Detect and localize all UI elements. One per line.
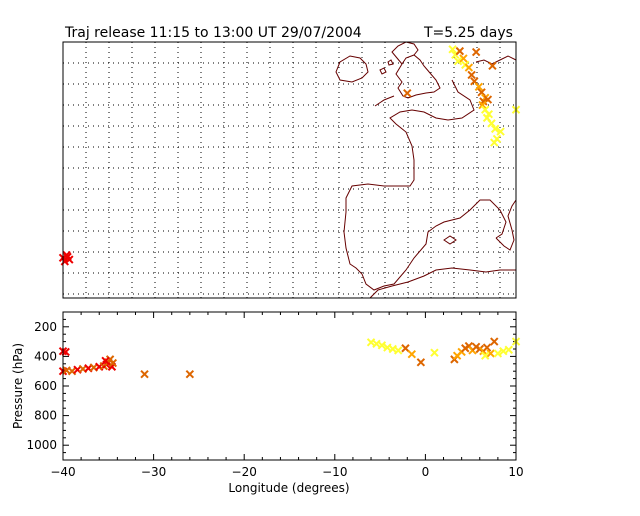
coast-italy <box>495 199 517 251</box>
coast-europe <box>343 79 507 291</box>
map-trajectory-point <box>60 257 70 266</box>
duration-label: T=5.25 days <box>423 25 513 41</box>
map-trajectory-point <box>478 100 487 110</box>
y-tick-label: 200 <box>34 320 57 334</box>
pressure-trajectory-point <box>480 351 490 360</box>
x-tick-label: 10 <box>508 465 523 479</box>
pressure-trajectory-point <box>430 348 439 357</box>
y-tick-label: 1000 <box>26 438 57 452</box>
map-trajectory-point <box>488 61 497 70</box>
pressure-trajectory-point <box>101 356 110 366</box>
coast-island-med <box>443 235 457 245</box>
pressure-trajectory-point <box>493 349 503 358</box>
x-tick-label: −10 <box>322 465 347 479</box>
y-tick-label: 800 <box>34 409 57 423</box>
coast-scandinavia <box>475 55 517 65</box>
map-trajectory-point <box>63 252 72 262</box>
pressure-axes <box>62 311 517 461</box>
y-tick-label: 600 <box>34 379 57 393</box>
coast-scotland <box>391 41 419 65</box>
pressure-trajectory-point <box>401 344 410 353</box>
coast-north-africa <box>369 267 516 299</box>
pressure-trajectory-point <box>486 349 495 358</box>
map-trajectory-point <box>471 47 481 57</box>
coast-great-britain <box>395 54 441 99</box>
pressure-trajectory-point <box>490 337 499 346</box>
pressure-trajectory-point <box>416 358 426 367</box>
map-trajectory-point <box>459 54 468 63</box>
map-trajectory-point <box>487 119 496 128</box>
pressure-trajectory-point <box>482 343 492 352</box>
pressure-trajectory-point <box>504 345 513 354</box>
y-tick-label: 400 <box>34 349 57 363</box>
pressure-trajectory-point <box>140 369 149 379</box>
x-tick-label: −40 <box>50 465 75 479</box>
pressure-trajectory-point <box>185 369 195 379</box>
x-tick-label: −20 <box>232 465 257 479</box>
map-trajectory-point <box>453 56 463 66</box>
coast-ireland <box>335 55 369 83</box>
map-trajectory-point <box>455 46 465 56</box>
map-panel <box>58 41 521 299</box>
y-axis-label: Pressure (hPa) <box>11 343 25 429</box>
pressure-panel: −40 −30 −20 −10 0 10 200 400 600 800 1000 Longitu… <box>11 311 524 495</box>
map-trajectory-point <box>474 82 484 92</box>
chart-title: Traj release 11:15 to 13:00 UT 29/07/200… <box>64 25 362 41</box>
map-frame <box>62 41 517 299</box>
map-points <box>58 45 521 266</box>
pressure-trajectory-point <box>377 341 387 350</box>
x-tick-label: −30 <box>141 465 166 479</box>
pressure-trajectory-point <box>108 358 118 368</box>
x-tick-labels: −40 −30 −20 −10 0 10 <box>50 465 523 479</box>
map-grid <box>63 42 516 298</box>
x-tick-label: 0 <box>422 465 430 479</box>
map-trajectory-point <box>496 127 505 136</box>
map-trajectory-point <box>490 138 499 147</box>
map-trajectory-point <box>464 63 474 72</box>
coast-channel <box>374 95 395 107</box>
y-tick-labels: 200 400 600 800 1000 <box>26 320 57 452</box>
x-axis-label: Longitude (degrees) <box>228 481 349 495</box>
coastlines <box>335 41 517 299</box>
map-trajectory-point <box>490 124 500 134</box>
map-trajectory-point <box>403 88 412 98</box>
map-trajectory-point <box>448 45 457 54</box>
pressure-frame <box>62 311 517 461</box>
pressure-points <box>58 337 521 379</box>
pressure-trajectory-point <box>407 349 417 359</box>
pressure-trajectory-point <box>394 346 403 355</box>
map-trajectory-point <box>467 70 476 80</box>
map-trajectory-point <box>477 88 486 97</box>
coast-islands <box>379 59 394 75</box>
